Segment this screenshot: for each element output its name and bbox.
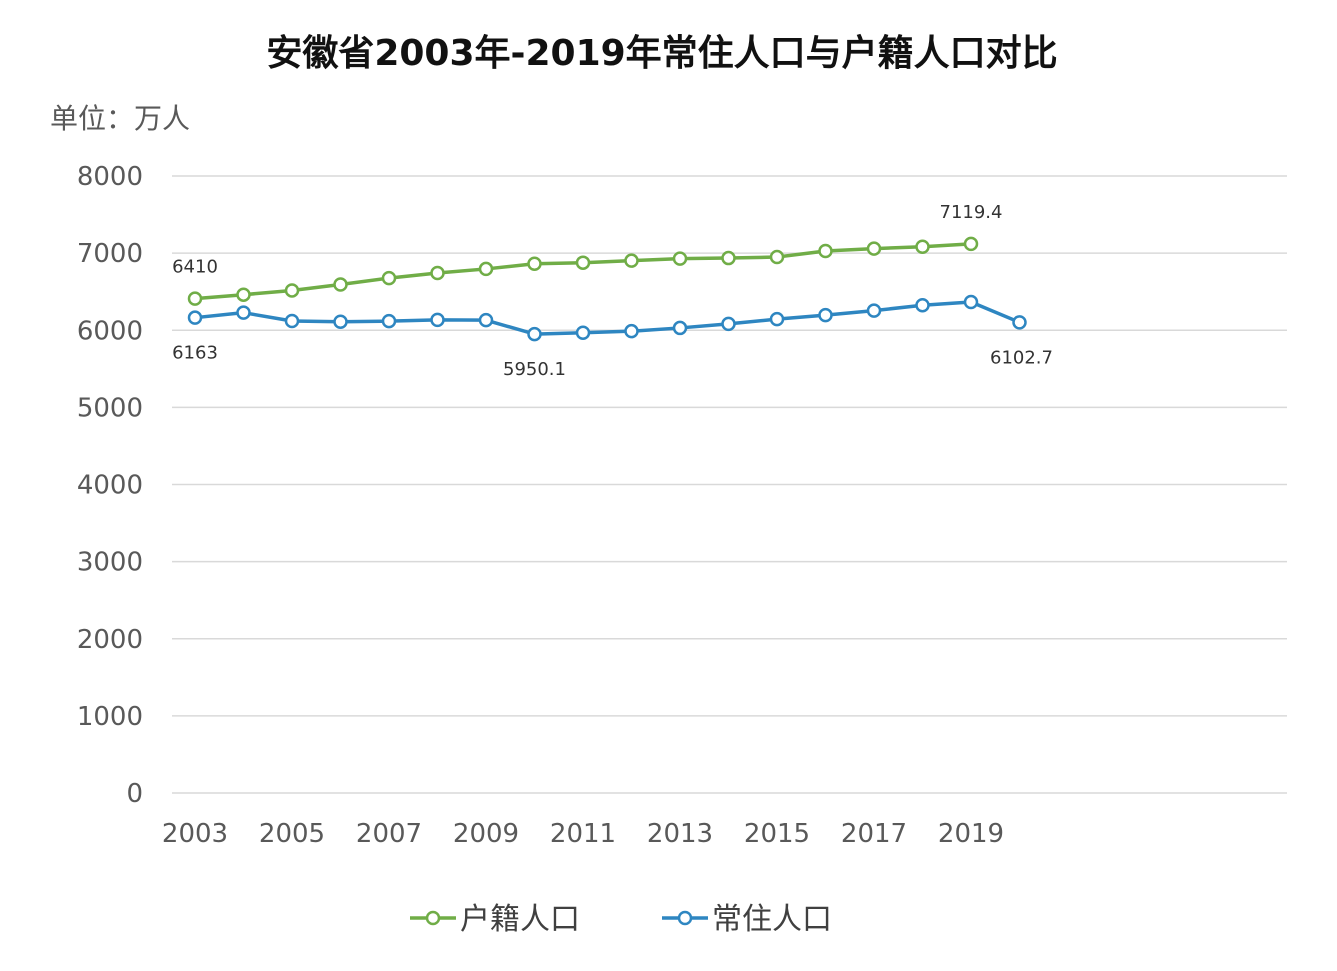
legend-marker [677,910,693,926]
data-point[interactable] [333,277,348,292]
data-label: 5950.1 [503,359,566,380]
data-point[interactable] [575,255,591,270]
y-tick-label: 4000 [77,471,143,501]
data-point[interactable] [236,287,251,302]
data-point[interactable] [866,241,882,256]
x-tick-label: 2005 [259,819,325,849]
data-point[interactable] [187,291,203,306]
data-point[interactable] [430,265,445,281]
legend-label: 常住人口 [712,902,832,937]
x-tick-label: 2009 [453,819,519,849]
data-point[interactable] [527,256,542,272]
data-point[interactable] [381,270,397,286]
data-point[interactable] [478,261,494,277]
data-point[interactable] [478,312,494,328]
data-point[interactable] [333,314,348,330]
legend-item-0[interactable]: 户籍人口 [410,902,580,937]
x-tick-label: 2007 [356,819,422,849]
data-point[interactable] [769,311,785,327]
legend-marker [425,910,441,926]
data-point[interactable] [236,305,251,320]
data-point[interactable] [915,239,930,254]
data-point[interactable] [866,303,882,318]
unit-label: 单位：万人 [50,102,190,135]
data-point[interactable] [915,298,930,313]
data-labels: 6410 7119.4 6163 5950.1 6102.7 [172,202,1053,380]
y-tick-label: 2000 [77,625,143,655]
legend-item-1[interactable]: 常住人口 [662,902,832,937]
data-point[interactable] [575,325,591,340]
data-point[interactable] [624,253,639,268]
data-label: 6410 [172,257,218,278]
y-tick-label: 1000 [77,702,143,732]
legend-label: 户籍人口 [460,902,580,937]
y-tick-label: 6000 [77,316,143,346]
data-point[interactable] [381,313,397,329]
data-point[interactable] [672,251,688,266]
data-point[interactable] [284,283,300,298]
series-line [194,300,1021,336]
y-tick-label: 8000 [77,162,143,192]
data-point[interactable] [721,316,736,332]
data-point[interactable] [769,249,785,265]
x-tick-label: 2015 [744,819,810,849]
data-label: 6102.7 [990,347,1053,368]
data-point[interactable] [818,243,833,259]
series-group [187,236,1027,342]
x-axis-ticks: 2003 2005 2007 2009 2011 2013 2015 2017 2019 [162,819,1004,849]
y-tick-label: 5000 [77,393,143,423]
x-tick-label: 2017 [841,819,907,849]
data-point[interactable] [624,323,639,339]
data-point[interactable] [818,307,833,323]
data-point[interactable] [672,320,688,336]
y-tick-label: 7000 [77,239,143,269]
y-tick-label: 3000 [77,548,143,578]
grid-lines [172,175,1287,794]
data-point[interactable] [187,310,203,325]
x-tick-label: 2003 [162,819,228,849]
series-line [194,242,972,301]
data-label: 7119.4 [940,202,1003,223]
x-tick-label: 2013 [647,819,713,849]
x-tick-label: 2019 [938,819,1004,849]
data-point[interactable] [721,250,736,266]
legend[interactable]: 户籍人口 常住人口 [410,902,832,937]
y-tick-label: 0 [126,779,143,809]
data-point[interactable] [284,313,300,329]
data-point[interactable] [1012,315,1027,330]
data-point[interactable] [963,294,979,310]
x-tick-label: 2011 [550,819,616,849]
series-0 [187,236,979,306]
data-point[interactable] [527,326,542,342]
data-label: 6163 [172,343,218,364]
y-axis-ticks: 0 1000 2000 3000 4000 5000 6000 7000 8000 [77,162,143,809]
chart-title: 安徽省2003年-2019年常住人口与户籍人口对比 [266,33,1057,74]
data-point[interactable] [430,312,445,328]
data-point[interactable] [963,236,979,252]
series-1 [187,294,1027,342]
